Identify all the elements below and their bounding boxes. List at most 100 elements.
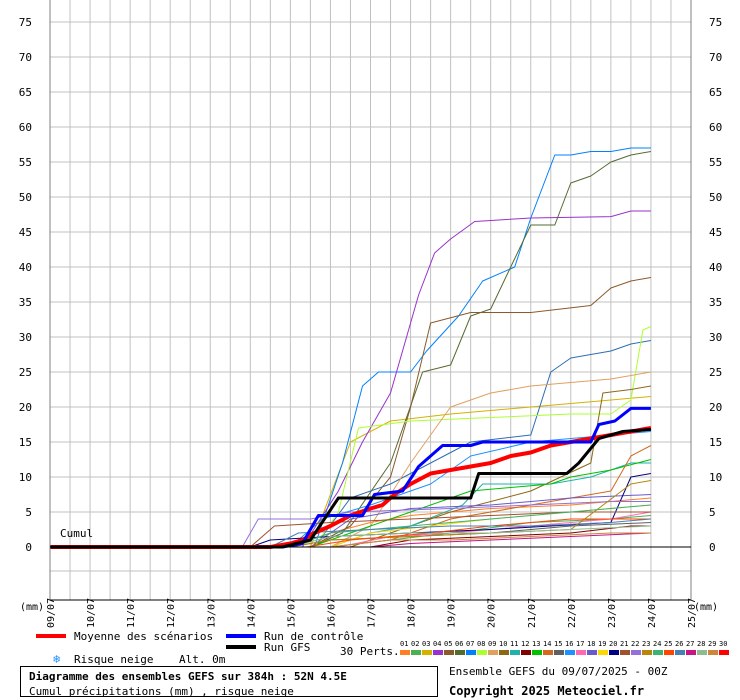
pert-number: 15: [554, 640, 562, 648]
legend-control-label: Run de contrôle: [264, 630, 363, 643]
legend-altitude-label: Alt. 0m: [179, 653, 226, 666]
control-line: [50, 406, 651, 549]
pert-swatch: [422, 650, 432, 655]
y-tick-label-right: 20: [709, 401, 722, 414]
member-line: [50, 511, 651, 548]
y-tick-label-right: 15: [709, 436, 722, 449]
legend-mean-label: Moyenne des scénarios: [74, 630, 213, 643]
pert-swatch: [543, 650, 553, 655]
x-tick-label: 18/07: [407, 598, 418, 628]
main-series: [50, 406, 652, 549]
y-tick-label-right: 70: [709, 51, 722, 64]
pert-swatch: [697, 650, 707, 655]
x-tick-label: 24/07: [647, 598, 658, 628]
pert-number: 07: [466, 640, 474, 648]
y-tick-label-right: 25: [709, 366, 722, 379]
gfs-line: [50, 427, 652, 549]
pert-number: 25: [664, 640, 672, 648]
y-tick-label-left: 45: [19, 226, 32, 239]
pert-swatch: [598, 650, 608, 655]
x-tick-label: 14/07: [246, 598, 257, 628]
pert-number: 03: [422, 640, 430, 648]
legend-snow-label: Risque neige: [74, 653, 153, 666]
pert-swatch: [411, 650, 421, 655]
y-tick-label-right: 30: [709, 331, 722, 344]
pert-swatch: [565, 650, 575, 655]
y-tick-label-left: 70: [19, 51, 32, 64]
y-tick-label-left: 25: [19, 366, 32, 379]
pert-swatch: [499, 650, 509, 655]
y-tick-label-left: 20: [19, 401, 32, 414]
y-tick-label-left: 5: [25, 506, 32, 519]
y-tick-label-left: 15: [19, 436, 32, 449]
run-info: Ensemble GEFS du 09/07/2025 - 00Z: [449, 665, 668, 678]
pert-number: 04: [433, 640, 441, 648]
pert-swatch: [444, 650, 454, 655]
member-line: [50, 210, 651, 548]
y-tick-label-right: 45: [709, 226, 722, 239]
pert-swatch: [477, 650, 487, 655]
member-line: [50, 371, 651, 548]
pert-number: 26: [675, 640, 683, 648]
pert-swatch: [631, 650, 641, 655]
member-line: [50, 473, 651, 548]
x-tick-label: 13/07: [206, 598, 217, 628]
y-tick-label-right: 60: [709, 121, 722, 134]
chart-subtitle: Cumul précipitations (mm) , risque neige: [29, 685, 294, 698]
copyright: Copyright 2025 Meteociel.fr: [449, 684, 645, 698]
y-tick-label-right: 75: [709, 16, 722, 29]
y-tick-label-left: 50: [19, 191, 32, 204]
y-tick-label-left: 75: [19, 16, 32, 29]
member-line: [50, 277, 651, 548]
pert-swatch: [455, 650, 465, 655]
legend-gfs-label: Run GFS: [264, 641, 310, 654]
x-tick-label: 09/07: [46, 598, 57, 628]
pert-swatch: [620, 650, 630, 655]
pert-swatch: [675, 650, 685, 655]
y-tick-label-right: 5: [709, 506, 716, 519]
pert-swatch: [708, 650, 718, 655]
x-tick-label: 25/07: [687, 598, 698, 628]
pert-number: 27: [686, 640, 694, 648]
chart-title: Diagramme des ensembles GEFS sur 384h : …: [29, 670, 347, 683]
pert-number: 10: [499, 640, 507, 648]
pert-number: 29: [708, 640, 716, 648]
x-tick-label: 23/07: [607, 598, 618, 628]
y-tick-label-left: 30: [19, 331, 32, 344]
pert-number: 09: [488, 640, 496, 648]
pert-swatch: [554, 650, 564, 655]
pert-swatch: [488, 650, 498, 655]
pert-swatch: [609, 650, 619, 655]
pert-swatch: [719, 650, 729, 655]
legend-perts-label: 30 Perts.: [340, 645, 400, 658]
pert-number: 11: [510, 640, 518, 648]
y-tick-label-left: 60: [19, 121, 32, 134]
pert-swatch: [400, 650, 410, 655]
y-tick-label-left: 0: [25, 541, 32, 554]
y-tick-label-right: 35: [709, 296, 722, 309]
pert-number: 14: [543, 640, 551, 648]
y-tick-label-right: 50: [709, 191, 722, 204]
y-tick-label-right: 0: [709, 541, 716, 554]
pert-number: 17: [576, 640, 584, 648]
pert-number: 12: [521, 640, 529, 648]
series-label: Cumul: [60, 527, 93, 540]
y-tick-label-right: 40: [709, 261, 722, 274]
member-line: [50, 326, 652, 548]
y-unit-right: (mm): [694, 602, 718, 613]
x-tick-label: 21/07: [527, 598, 538, 628]
y-tick-label-right: 65: [709, 86, 722, 99]
pert-swatch: [587, 650, 597, 655]
x-tick-label: 19/07: [447, 598, 458, 628]
pert-number: 06: [455, 640, 463, 648]
x-tick-label: 17/07: [367, 598, 378, 628]
pert-number: 01: [400, 640, 408, 648]
pert-number: 19: [598, 640, 606, 648]
pert-swatch: [466, 650, 476, 655]
y-tick-label-right: 10: [709, 471, 722, 484]
pert-swatch: [653, 650, 663, 655]
x-tick-label: 11/07: [126, 598, 137, 628]
info-box: Diagramme des ensembles GEFS sur 384h : …: [20, 666, 438, 698]
